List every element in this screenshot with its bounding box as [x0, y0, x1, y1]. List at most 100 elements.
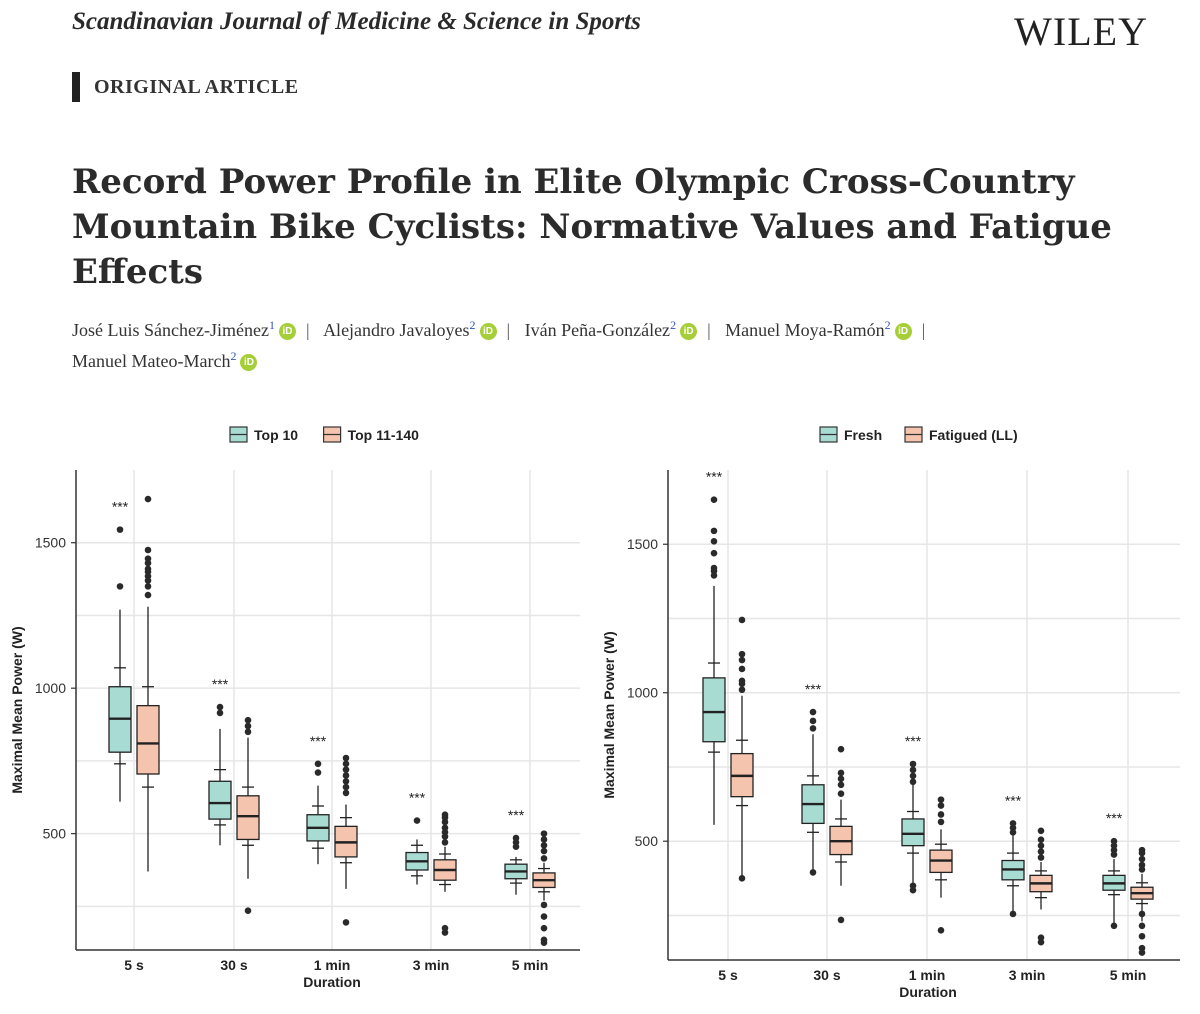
outlier-point	[1138, 910, 1146, 918]
y-tick-label: 1500	[627, 536, 658, 552]
affiliation-ref[interactable]: 2	[670, 318, 677, 332]
outlier-point	[837, 781, 845, 789]
affiliation-ref[interactable]: 2	[469, 318, 476, 332]
outlier-point	[710, 564, 718, 572]
author-item[interactable]: Alejandro Javaloyes2 iD	[323, 318, 497, 340]
y-tick-label: 1000	[35, 680, 66, 696]
author-item[interactable]: José Luis Sánchez-Jiménez1 iD	[72, 318, 296, 340]
outlier-point	[738, 650, 746, 658]
boxplot-chart-rank: 500 1000 1500 5 s 30 s 1 min 3 min 5 min Duratio…	[9, 426, 580, 990]
outlier-point	[342, 789, 350, 797]
orcid-icon[interactable]: iD	[894, 323, 912, 340]
outlier-point	[937, 802, 945, 809]
outlier-point	[342, 919, 350, 926]
outlier-point	[1110, 922, 1118, 930]
author-name[interactable]: José Luis Sánchez-Jiménez	[72, 320, 269, 340]
outlier-point	[342, 783, 350, 791]
outlier-point	[1037, 934, 1045, 942]
orcid-icon[interactable]: iD	[680, 323, 698, 340]
outlier-point	[244, 907, 252, 915]
outlier-point	[540, 913, 548, 920]
x-axis-title: Duration	[303, 974, 361, 990]
outlier-point	[413, 817, 421, 824]
outlier-point	[216, 709, 224, 717]
outlier-point	[710, 496, 718, 503]
affiliation-ref[interactable]: 2	[884, 318, 891, 332]
author-item[interactable]: Iván Peña-González2 iD	[524, 318, 698, 340]
outlier-point	[710, 549, 718, 557]
author-name[interactable]: Manuel Moya-Ramón	[725, 320, 885, 340]
outlier-point	[540, 836, 548, 843]
orcid-icon[interactable]: iD	[278, 323, 296, 340]
outlier-point	[1037, 848, 1045, 855]
outlier-point	[540, 847, 548, 855]
outlier-point	[1138, 932, 1146, 940]
y-tick-label: 500	[43, 826, 67, 842]
significance-annotation: ***	[805, 681, 822, 697]
outlier-point	[342, 766, 350, 773]
significance-annotation: ***	[1106, 810, 1123, 826]
outlier-point	[314, 760, 322, 768]
author-item[interactable]: Manuel Mateo-March2 iD	[72, 349, 258, 371]
y-axis-title: Maximal Mean Power (W)	[9, 626, 25, 793]
publisher-logo[interactable]: WILEY	[1014, 9, 1148, 54]
author-separator: |	[707, 320, 711, 340]
journal-name: Scandinavian Journal of Medicine & Scien…	[72, 8, 641, 35]
x-tick-label: 5 s	[718, 967, 738, 983]
x-tick-label: 30 s	[813, 967, 840, 983]
outlier-point	[342, 777, 350, 785]
outlier-point	[809, 725, 817, 732]
outlier-point	[738, 665, 746, 673]
orcid-icon[interactable]: iD	[240, 354, 258, 371]
outlier-point	[937, 811, 945, 818]
legend-label: Fatigued (LL)	[929, 427, 1018, 443]
significance-annotation: ***	[112, 499, 129, 515]
outlier-point	[1110, 837, 1118, 845]
outlier-point	[1138, 922, 1146, 930]
outlier-point	[738, 875, 746, 882]
outlier-point	[837, 769, 845, 777]
box-iqr	[236, 795, 260, 841]
affiliation-ref[interactable]: 2	[230, 349, 237, 363]
significance-annotation: ***	[409, 790, 426, 806]
affiliation-ref[interactable]: 1	[268, 318, 275, 332]
outlier-point	[244, 722, 252, 730]
outlier-point	[1138, 861, 1146, 869]
outlier-point	[244, 716, 252, 724]
author-name[interactable]: Iván Peña-González	[524, 320, 671, 340]
outlier-point	[1009, 820, 1017, 827]
outlier-point	[738, 677, 746, 685]
x-axis-title: Duration	[899, 984, 957, 1000]
outlier-point	[342, 772, 350, 779]
author-item[interactable]: Manuel Moya-Ramón2 iD	[725, 318, 912, 340]
x-tick-label: 1 min	[909, 967, 946, 983]
outlier-point	[809, 708, 817, 716]
significance-annotation: ***	[905, 733, 922, 749]
boxplot-chart-fatigue: 500 1000 1500 5 s 30 s 1 min 3 min 5 min Duratio…	[601, 426, 1180, 1000]
outlier-point	[512, 834, 520, 842]
outlier-point	[738, 616, 746, 624]
significance-annotation: ***	[310, 733, 327, 749]
legend-label: Fresh	[844, 427, 882, 443]
outlier-point	[937, 927, 945, 934]
outlier-point	[144, 555, 152, 563]
article-type-label: ORIGINAL ARTICLE	[94, 75, 299, 98]
author-separator: |	[305, 320, 310, 340]
outlier-point	[937, 818, 945, 826]
box-iqr	[208, 780, 232, 820]
outlier-point	[540, 830, 548, 837]
author-name[interactable]: Manuel Mateo-March	[72, 351, 231, 371]
outlier-point	[909, 772, 917, 780]
significance-annotation: ***	[706, 469, 723, 485]
orcid-icon[interactable]: iD	[479, 323, 497, 340]
author-name[interactable]: Alejandro Javaloyes	[323, 320, 470, 340]
outlier-point	[909, 882, 917, 890]
outlier-point	[1138, 944, 1146, 952]
x-tick-label: 30 s	[220, 957, 247, 973]
outlier-point	[441, 839, 449, 846]
outlier-point	[809, 869, 817, 876]
author-list: José Luis Sánchez-Jiménez1 iD | Alejandro …	[72, 312, 1152, 374]
y-axis-title: Maximal Mean Power (W)	[601, 631, 617, 798]
outlier-point	[144, 495, 152, 503]
outlier-point	[314, 769, 322, 776]
